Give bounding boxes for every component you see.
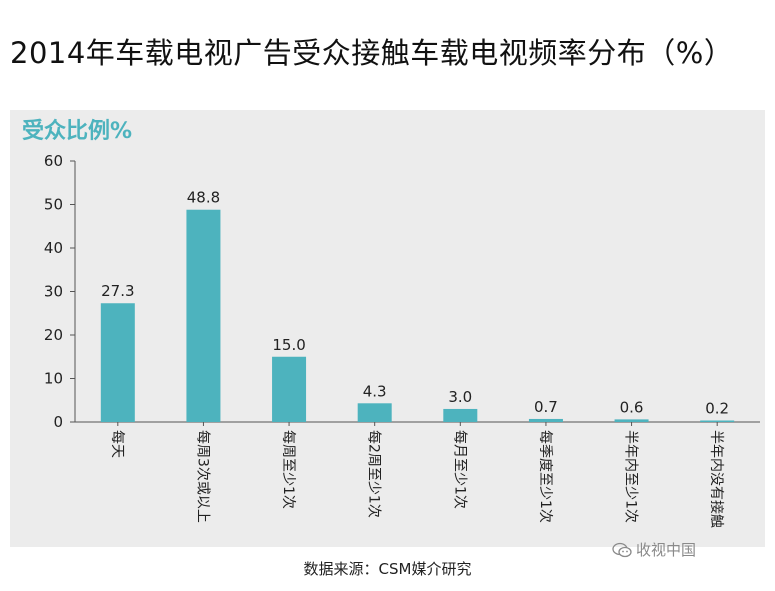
axes: 0 10 20 30 40 50 60 xyxy=(44,152,760,431)
source-note: 数据来源：CSM媒介研究 xyxy=(303,560,472,578)
data-label: 0.2 xyxy=(705,400,729,418)
category-label: 半年内至少1次 xyxy=(623,430,639,523)
bar xyxy=(186,209,221,422)
bar xyxy=(443,408,478,422)
value-labels: 27.3 48.8 15.0 4.3 3.0 0.7 0.6 0.2 xyxy=(101,189,729,418)
y-axis-label: 受众比例% xyxy=(22,118,132,144)
watermark-text: 收视中国 xyxy=(636,541,697,559)
y-tick-label: 30 xyxy=(44,283,63,301)
category-label: 每季度至少1次 xyxy=(537,430,553,523)
data-label: 48.8 xyxy=(187,189,220,207)
y-tick-label: 60 xyxy=(44,152,63,170)
y-tick-label: 50 xyxy=(44,196,63,214)
page-title: 2014年车载电视广告受众接触车载电视频率分布（%） xyxy=(10,36,734,70)
chart-panel xyxy=(10,110,765,547)
y-tick-label: 40 xyxy=(44,239,63,257)
bar xyxy=(100,303,135,422)
y-tick-label: 10 xyxy=(44,370,63,388)
data-label: 15.0 xyxy=(272,336,305,354)
data-label: 27.3 xyxy=(101,282,134,300)
data-label: 3.0 xyxy=(448,388,472,406)
category-label: 每月至少1次 xyxy=(451,430,467,509)
data-label: 0.7 xyxy=(534,398,558,416)
bar xyxy=(357,403,392,422)
bar xyxy=(614,419,649,422)
y-tick-label: 0 xyxy=(53,413,63,431)
data-label: 4.3 xyxy=(363,382,387,400)
bars xyxy=(100,209,735,422)
data-label: 0.6 xyxy=(620,398,644,416)
category-label: 每周至少1次 xyxy=(280,430,296,509)
category-labels: 每天 每周3次或以上 每周至少1次 每2周至少1次 每月至少1次 每季度至少1次 半年内至少… xyxy=(109,430,725,528)
category-label: 每周3次或以上 xyxy=(194,430,210,523)
y-tick-label: 20 xyxy=(44,326,63,344)
bar xyxy=(528,418,563,422)
bar xyxy=(700,420,735,422)
category-label: 半年内没有接触 xyxy=(708,430,725,528)
bar xyxy=(272,356,307,422)
wechat-icon xyxy=(612,542,632,558)
category-label: 每2周至少1次 xyxy=(366,430,382,518)
category-label: 每天 xyxy=(109,430,125,458)
watermark: 收视中国 xyxy=(612,539,696,560)
